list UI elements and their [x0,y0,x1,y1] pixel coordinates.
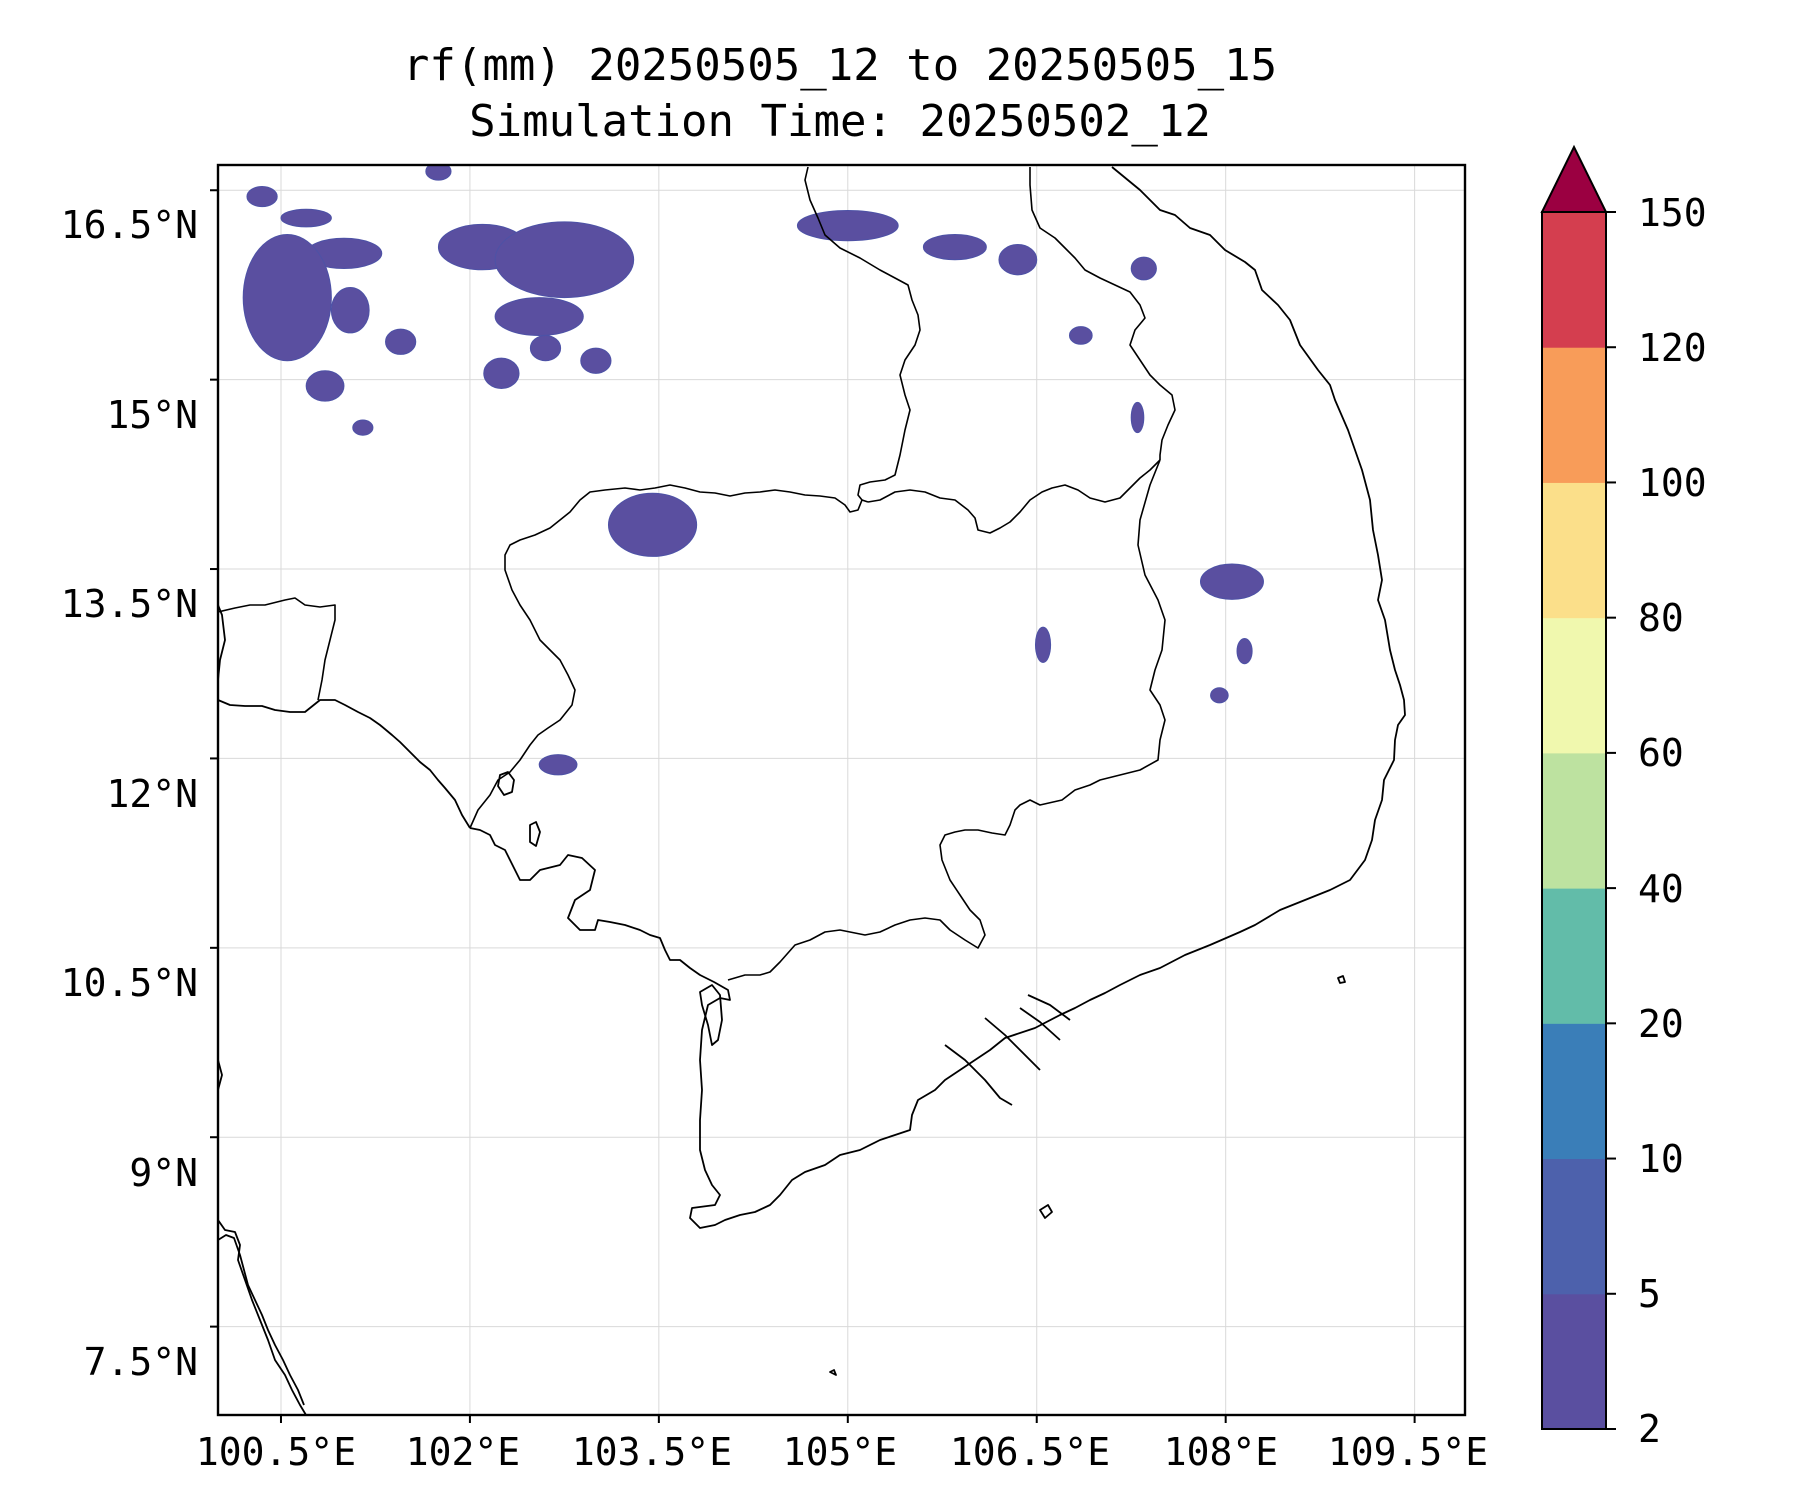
border-thai-myanmar [218,597,336,701]
rain-area-15 [796,209,899,242]
rain-area-18 [1130,256,1157,281]
colorbar-segment-2 [1542,1023,1606,1160]
colorbar-ticks [1606,211,1616,1430]
rain-area-23 [1236,637,1253,665]
rain-area-20 [607,492,698,557]
island-south-dot [829,1369,837,1376]
rain-area-3 [242,233,332,362]
x-tick-label-108: 108°E [1164,1430,1278,1474]
rain-area-21 [1199,563,1264,600]
y-tick-label-105: 10.5°N [61,961,198,1005]
map-frame [216,163,1467,1417]
gulf-coastline [218,699,471,829]
x-tick-label-1065: 106.5°E [950,1430,1110,1474]
rain-area-6 [385,328,417,355]
border-laos-thailand [804,166,921,501]
rain-area-0 [246,185,278,208]
rain-area-24 [1210,687,1229,704]
x-axis: 100.5°E 102°E 103.5°E 105°E 106.5°E 108°… [196,1415,1488,1474]
rain-area-9 [494,297,584,336]
island-kohkut [529,821,541,847]
colorbar-segment-5 [1542,617,1606,754]
colorbar-label-80: 80 [1638,596,1684,640]
map-background [218,165,1465,1415]
mekong-channel-3 [1019,1007,1061,1041]
colorbar-segment-4 [1542,752,1606,889]
x-tick-label-105: 105°E [783,1430,897,1474]
x-tick-label-1095: 109.5°E [1328,1430,1488,1474]
rain-area-16 [922,233,987,261]
colorbar-segment-7 [1542,347,1606,483]
x-axis-ticks [279,1415,1416,1423]
island-phuquoc [699,984,723,1046]
gridlines [218,165,1465,1415]
colorbar-segment-6 [1542,482,1606,619]
colorbar-label-5: 5 [1638,1272,1661,1316]
rain-area-11 [529,334,562,362]
rain-area-10 [483,357,520,389]
colorbar-segment-3 [1542,888,1606,1024]
colorbar-extend-arrow [1540,144,1608,213]
colorbar-segment-1 [1542,1158,1606,1295]
x-tick-label-1005: 100.5°E [196,1430,356,1474]
y-tick-label-75: 7.5°N [84,1340,198,1384]
rain-area-19 [1068,326,1093,345]
peninsula-coast [218,1234,305,1406]
colorbar-segment-8 [1542,212,1606,348]
colorbar: 2 5 10 20 40 60 80 100 120 150 [1540,144,1707,1451]
title-line-2: Simulation Time: 20250502_12 [469,96,1211,147]
colorbar-label-60: 60 [1638,731,1684,775]
colorbar-label-2: 2 [1638,1407,1661,1451]
coastlines-and-borders [218,166,1406,1415]
colorbar-label-100: 100 [1638,461,1707,505]
vietnam-coastline [469,166,1406,1229]
rain-area-17 [998,244,1038,276]
island-coastal-small [1337,975,1346,984]
colorbar-segment-0 [1542,1293,1606,1430]
y-tick-label-9: 9°N [129,1151,198,1195]
y-tick-label-15: 15°N [106,393,198,437]
colorbar-label-10: 10 [1638,1137,1684,1181]
border-cambodia-laos-vietnam [867,459,1161,534]
y-tick-label-12: 12°N [106,772,198,816]
island-kohkong [497,771,515,796]
mekong-channel-2 [984,1017,1041,1071]
y-axis: 16.5°N 15°N 13.5°N 12°N 10.5°N 9°N 7.5°N [61,189,218,1384]
colorbar-label-40: 40 [1638,867,1684,911]
rain-area-22 [1034,626,1052,663]
x-tick-label-1035: 103.5°E [572,1430,732,1474]
colorbar-segments [1542,212,1606,1430]
rain-area-4 [305,370,345,402]
rainfall-areas [242,165,1264,776]
border-thai-cambodia [469,484,869,829]
rain-area-12 [580,347,612,374]
rain-area-1 [280,208,332,228]
y-tick-label-135: 13.5°N [61,582,198,626]
map-panel: 100.5°E 102°E 103.5°E 105°E 106.5°E 108°… [61,163,1488,1474]
border-vietnam-cambodia-east [727,459,1166,981]
title-line-1: rf(mm) 20250505_12 to 20250505_15 [403,40,1277,91]
colorbar-label-120: 120 [1638,326,1707,370]
y-tick-label-165: 16.5°N [61,203,198,247]
island-condao [1039,1204,1053,1219]
mekong-channel-1 [944,1044,1013,1106]
rain-area-25 [538,754,578,776]
colorbar-frame [1541,211,1607,1430]
border-laos-vietnam [1029,167,1176,460]
rain-area-8 [494,221,635,299]
y-axis-ticks [210,189,218,1328]
colorbar-label-20: 20 [1638,1002,1684,1046]
rain-area-5 [330,286,370,334]
x-tick-label-102: 102°E [406,1430,520,1474]
mekong-channel-4 [1027,994,1071,1021]
rain-area-14 [352,419,374,436]
rain-area-13 [425,165,452,181]
rain-area-26 [1130,401,1145,434]
colorbar-label-150: 150 [1638,191,1707,235]
